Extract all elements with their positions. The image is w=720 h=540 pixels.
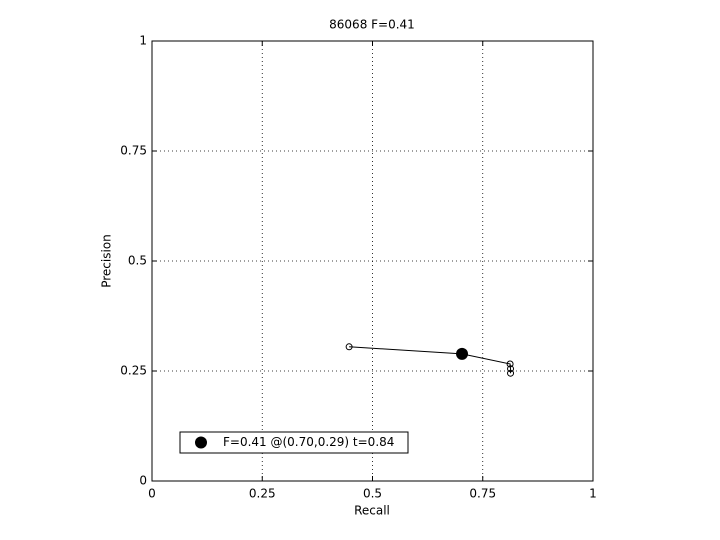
x-tick-label: 0.75 [469, 487, 496, 501]
x-tick-label: 0 [148, 487, 156, 501]
x-axis-label: Recall [354, 504, 390, 518]
legend-marker [195, 436, 207, 449]
point-marker [507, 369, 515, 377]
y-tick-label: 0.25 [120, 364, 147, 378]
point-marker [507, 365, 515, 373]
best-point [456, 347, 469, 360]
y-tick-label: 0 [139, 474, 147, 488]
y-tick-label: 0.5 [128, 254, 147, 268]
point-marker [506, 360, 514, 368]
point-marker [345, 343, 353, 351]
chart-title: 86068 F=0.41 [329, 18, 415, 32]
y-tick-label: 1 [139, 34, 147, 48]
y-axis-label: Precision [100, 234, 114, 288]
plot-frame [151, 40, 594, 482]
y-tick-label: 0.75 [120, 144, 147, 158]
x-tick-label: 1 [589, 487, 597, 501]
legend-box [179, 431, 409, 454]
x-tick-label: 0.5 [363, 487, 382, 501]
x-tick-label: 0.25 [249, 487, 276, 501]
legend-label: F=0.41 @(0.70,0.29) t=0.84 [223, 435, 394, 449]
